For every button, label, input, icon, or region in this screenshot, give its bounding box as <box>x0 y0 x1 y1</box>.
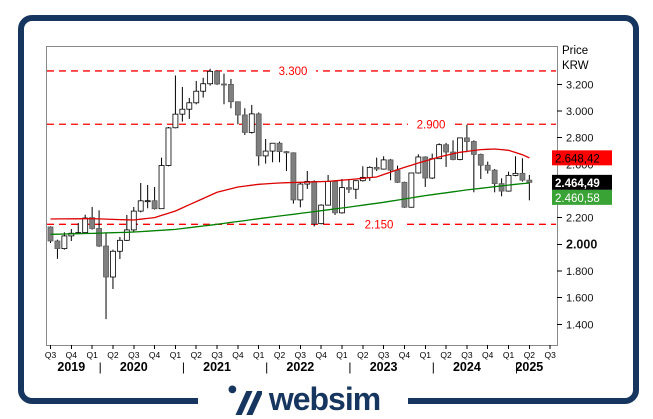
svg-text:Q1: Q1 <box>253 350 265 360</box>
svg-text:Q2: Q2 <box>440 350 452 360</box>
svg-text:|: | <box>515 360 518 374</box>
svg-text:2022: 2022 <box>286 360 314 374</box>
svg-text:2020: 2020 <box>120 360 148 374</box>
level-label: 2.900 <box>408 117 454 132</box>
svg-text:Q1: Q1 <box>86 350 98 360</box>
svg-text:|: | <box>348 360 351 374</box>
svg-text:2.150: 2.150 <box>365 219 394 231</box>
svg-text:Q3: Q3 <box>45 350 57 360</box>
price-axis-title: Price KRW <box>562 44 589 74</box>
svg-text:Q4: Q4 <box>315 350 327 360</box>
svg-text:1.400: 1.400 <box>566 319 594 331</box>
svg-text:|: | <box>265 360 268 374</box>
svg-text:|: | <box>182 360 185 374</box>
level-label: 3.300 <box>270 63 316 78</box>
svg-text:Q2: Q2 <box>524 350 536 360</box>
candlestick-chart: 3.3002.9002.1503.2003.0002.8002.6002.400… <box>45 46 612 374</box>
svg-text:Q2: Q2 <box>107 350 119 360</box>
overlay-lines-layer <box>50 148 530 235</box>
svg-text:2024: 2024 <box>453 360 481 374</box>
ma-green <box>50 182 530 235</box>
brand-wordmark: websim <box>268 381 381 417</box>
svg-text:1.600: 1.600 <box>566 293 594 305</box>
svg-text:2.464,49: 2.464,49 <box>555 178 600 190</box>
svg-text:Q1: Q1 <box>336 350 348 360</box>
svg-text:Q3: Q3 <box>211 350 223 360</box>
y-axis-layer: 3.2003.0002.8002.6002.4002.2002.0001.800… <box>557 79 597 331</box>
svg-text:Q4: Q4 <box>232 350 244 360</box>
svg-text:2.460,58: 2.460,58 <box>555 193 600 205</box>
price-flags-layer: 2.648,42 2.464,49 2.460,58 <box>552 150 612 205</box>
svg-text:2025: 2025 <box>515 360 543 374</box>
svg-text:Q3: Q3 <box>461 350 473 360</box>
ma-red <box>50 148 530 221</box>
svg-text:2019: 2019 <box>57 360 85 374</box>
svg-text:Q3: Q3 <box>295 350 307 360</box>
svg-text:Q4: Q4 <box>149 350 161 360</box>
svg-text:2.800: 2.800 <box>566 133 594 145</box>
svg-text:2023: 2023 <box>370 360 398 374</box>
price-axis-title-line1: Price <box>562 45 589 57</box>
svg-text:Q3: Q3 <box>128 350 140 360</box>
svg-text:Q1: Q1 <box>170 350 182 360</box>
svg-text:Q1: Q1 <box>503 350 515 360</box>
websim-logo-icon <box>228 385 262 415</box>
svg-text:Q4: Q4 <box>482 350 494 360</box>
x-axis-layer: Q3 Q4 Q1 Q2 Q3 Q4 Q1 Q2 Q3 Q4 Q1 Q2 Q3 Q4 Q1 Q2 Q3 Q4 Q1 Q2… <box>45 345 556 374</box>
svg-text:Q2: Q2 <box>274 350 286 360</box>
brand-footer: websim <box>198 383 408 415</box>
svg-text:Q2: Q2 <box>191 350 203 360</box>
svg-text:1.800: 1.800 <box>566 266 594 278</box>
svg-text:2.648,42: 2.648,42 <box>555 153 600 165</box>
svg-text:|: | <box>99 360 102 374</box>
svg-text:Q3: Q3 <box>545 350 557 360</box>
svg-text:|: | <box>432 360 435 374</box>
svg-text:Q4: Q4 <box>399 350 411 360</box>
level-lines-layer <box>47 70 556 225</box>
svg-text:Q4: Q4 <box>66 350 78 360</box>
level-label: 2.150 <box>356 217 402 232</box>
svg-text:Q3: Q3 <box>378 350 390 360</box>
svg-text:3.000: 3.000 <box>566 106 594 118</box>
svg-text:2.200: 2.200 <box>566 213 594 225</box>
svg-text:2.900: 2.900 <box>417 119 446 131</box>
candles-layer <box>47 68 533 320</box>
price-axis-title-line2: KRW <box>562 60 589 72</box>
svg-text:3.300: 3.300 <box>279 66 308 78</box>
svg-text:2.000: 2.000 <box>566 237 597 251</box>
svg-text:2021: 2021 <box>203 360 231 374</box>
svg-text:3.200: 3.200 <box>566 79 594 91</box>
svg-text:Q1: Q1 <box>420 350 432 360</box>
svg-text:Q2: Q2 <box>357 350 369 360</box>
